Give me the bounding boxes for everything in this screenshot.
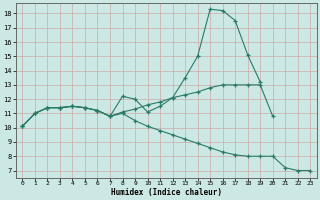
X-axis label: Humidex (Indice chaleur): Humidex (Indice chaleur): [111, 188, 222, 197]
